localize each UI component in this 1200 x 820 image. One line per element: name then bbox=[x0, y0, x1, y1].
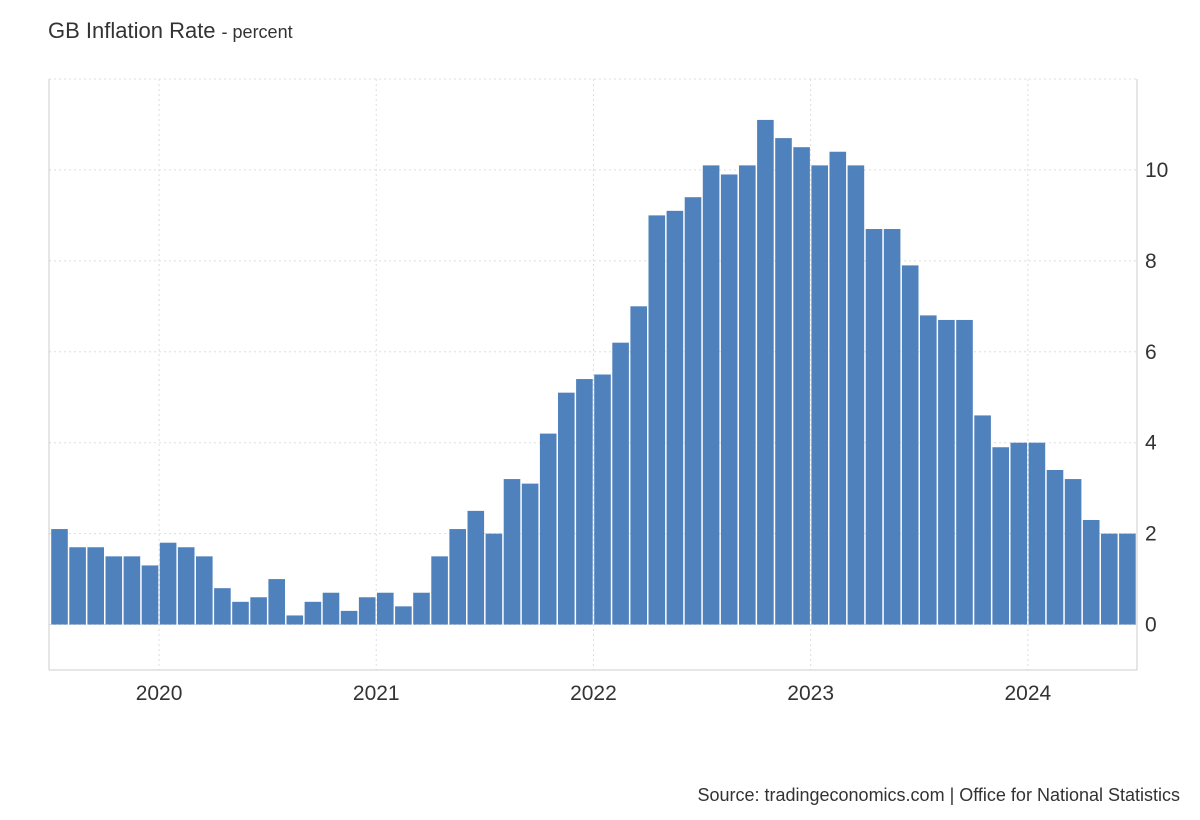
y-tick-label: 0 bbox=[1145, 614, 1157, 637]
bar bbox=[720, 174, 738, 625]
bar bbox=[196, 556, 213, 625]
bar bbox=[883, 229, 901, 625]
chart-title-block: GB Inflation Rate - percent bbox=[48, 18, 293, 44]
bar bbox=[232, 601, 249, 625]
bar bbox=[503, 479, 521, 625]
bar bbox=[1101, 533, 1118, 625]
bar bbox=[413, 592, 430, 625]
bar bbox=[938, 319, 955, 625]
bar bbox=[1010, 442, 1028, 625]
bar bbox=[51, 529, 68, 625]
source-note: Source: tradingeconomics.com | Office fo… bbox=[697, 785, 1180, 805]
bar bbox=[956, 319, 973, 625]
bar bbox=[69, 547, 86, 625]
bar bbox=[811, 165, 828, 625]
bar bbox=[901, 265, 919, 625]
chart-title: GB Inflation Rate bbox=[48, 18, 216, 43]
x-tick-label: 2020 bbox=[136, 682, 183, 705]
bar bbox=[793, 147, 810, 625]
bar bbox=[304, 601, 322, 625]
bar bbox=[250, 597, 267, 625]
y-tick-label: 6 bbox=[1145, 341, 1157, 364]
bar bbox=[268, 579, 285, 625]
x-tick-label: 2023 bbox=[787, 682, 834, 705]
bar bbox=[467, 510, 485, 625]
bar bbox=[775, 138, 792, 625]
bar bbox=[177, 547, 195, 625]
bar bbox=[920, 315, 937, 625]
x-tick-label: 2022 bbox=[570, 682, 617, 705]
bar bbox=[485, 533, 503, 625]
bar bbox=[87, 547, 104, 625]
bar bbox=[322, 592, 340, 625]
bar bbox=[123, 556, 141, 625]
bar bbox=[576, 379, 593, 625]
bar bbox=[449, 529, 466, 625]
chart-subtitle: - percent bbox=[221, 22, 293, 42]
bar bbox=[865, 229, 883, 625]
bar bbox=[141, 565, 159, 625]
bar bbox=[847, 165, 865, 625]
x-tick-label: 2024 bbox=[1004, 682, 1051, 705]
bar bbox=[684, 197, 702, 625]
bar bbox=[702, 165, 720, 625]
x-tick-label: 2021 bbox=[353, 682, 400, 705]
y-tick-label: 2 bbox=[1145, 523, 1157, 546]
bar bbox=[1028, 442, 1046, 625]
bar bbox=[105, 556, 123, 625]
y-tick-label: 8 bbox=[1145, 250, 1157, 273]
bar bbox=[739, 165, 756, 625]
bar bbox=[594, 374, 611, 625]
bar bbox=[1082, 519, 1100, 625]
bar bbox=[1119, 533, 1136, 625]
bar bbox=[829, 151, 847, 625]
bar bbox=[159, 542, 177, 625]
bar bbox=[431, 556, 448, 625]
bar bbox=[992, 447, 1009, 625]
bar bbox=[558, 392, 575, 625]
bar bbox=[539, 433, 557, 625]
bar bbox=[974, 415, 991, 625]
y-tick-label: 10 bbox=[1145, 159, 1168, 182]
bar bbox=[377, 592, 394, 625]
bar bbox=[286, 615, 304, 625]
bar bbox=[648, 215, 666, 625]
bar bbox=[757, 119, 774, 625]
bar bbox=[1064, 479, 1082, 625]
bar bbox=[214, 588, 231, 625]
bar bbox=[1046, 469, 1064, 625]
bar bbox=[521, 483, 539, 625]
bar bbox=[340, 610, 358, 625]
bar bbox=[358, 597, 376, 625]
bar bbox=[395, 606, 412, 625]
bar bbox=[612, 342, 629, 625]
bar bbox=[666, 210, 684, 625]
y-tick-label: 4 bbox=[1145, 432, 1157, 455]
bar bbox=[630, 306, 647, 625]
